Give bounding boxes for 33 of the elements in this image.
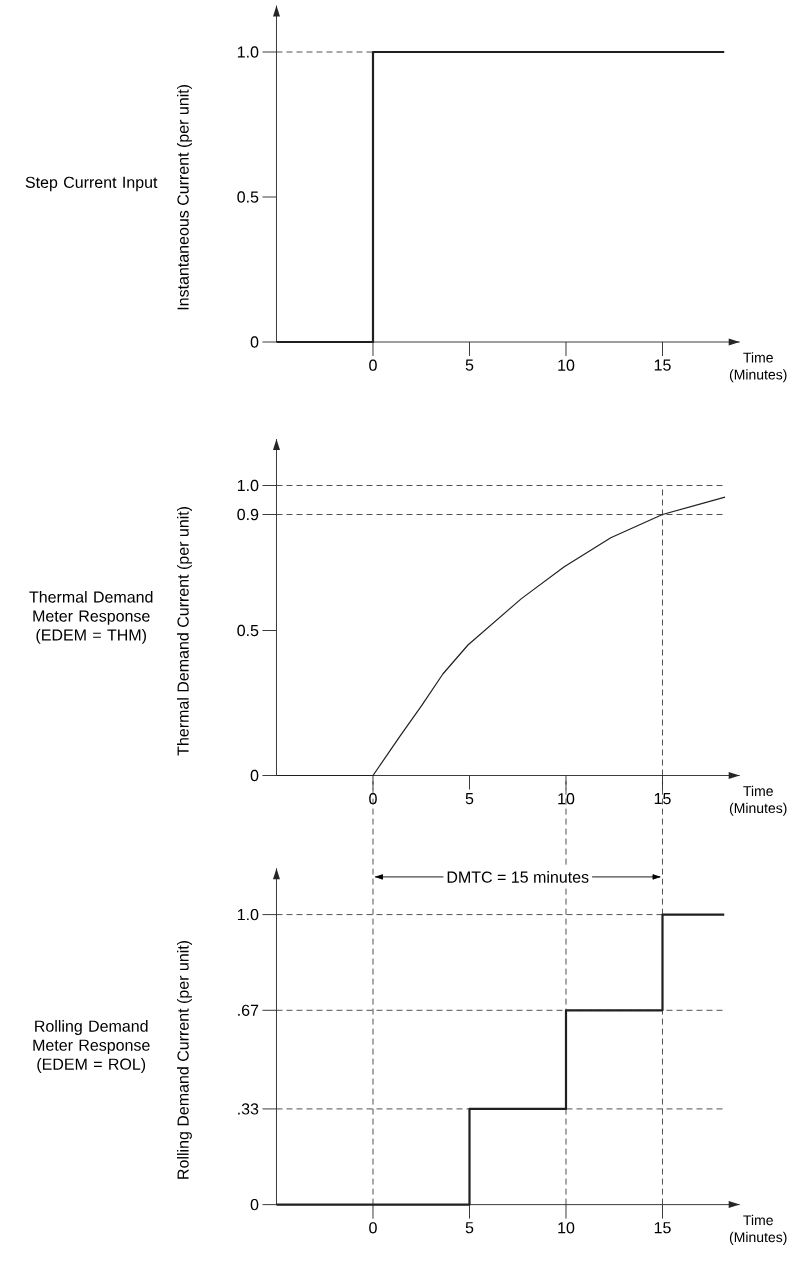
x-tick-label: 10 — [558, 359, 575, 371]
y-tick-label: .33 — [238, 1103, 259, 1115]
x-tick-label: 15 — [654, 359, 671, 371]
y-tick-label: 1.0 — [237, 46, 259, 58]
x-tick-label: 5 — [465, 359, 474, 371]
text: Thermal Demand Meter Response (EDEM = THM) — [29, 590, 153, 644]
x-tick-label: 15 — [654, 793, 671, 805]
annotation: DMTC = 15 minutes — [447, 871, 589, 883]
y-tick-label: 1.0 — [237, 479, 259, 492]
text: Step Current Input — [25, 176, 158, 192]
y-axis-title: Thermal Demand Current (per unit) — [176, 506, 192, 756]
y-tick-label: 0.9 — [237, 508, 259, 521]
x-tick-label: 5 — [465, 793, 474, 805]
text: Rolling Demand Meter Response (EDEM = ROL) — [33, 1020, 150, 1073]
y-tick-label: .67 — [238, 1004, 259, 1016]
x-tick-label: 10 — [558, 793, 575, 805]
y-tick-label: 0 — [250, 1198, 259, 1211]
x-tick-label: 0 — [369, 793, 377, 805]
x-axis-title: Time (Minutes) — [729, 352, 787, 383]
y-axis-title: Instantaneous Current (per unit) — [176, 85, 192, 310]
y-tick-label: 0 — [250, 769, 259, 782]
x-axis-title: Time (Minutes) — [729, 785, 787, 816]
x-axis-title: Time (Minutes) — [729, 1214, 787, 1245]
y-tick-label: 1.0 — [237, 908, 259, 921]
x-tick-label: 0 — [369, 359, 377, 371]
x-tick-label: 0 — [369, 1222, 377, 1234]
y-axis-title: Rolling Demand Current (per unit) — [176, 940, 192, 1179]
y-tick-label: 0.5 — [237, 624, 259, 637]
x-tick-label: 15 — [654, 1222, 671, 1234]
y-tick-label: 0.5 — [237, 191, 259, 203]
x-tick-label: 5 — [465, 1222, 474, 1234]
x-tick-label: 10 — [558, 1222, 575, 1234]
y-tick-label: 0 — [250, 336, 259, 348]
